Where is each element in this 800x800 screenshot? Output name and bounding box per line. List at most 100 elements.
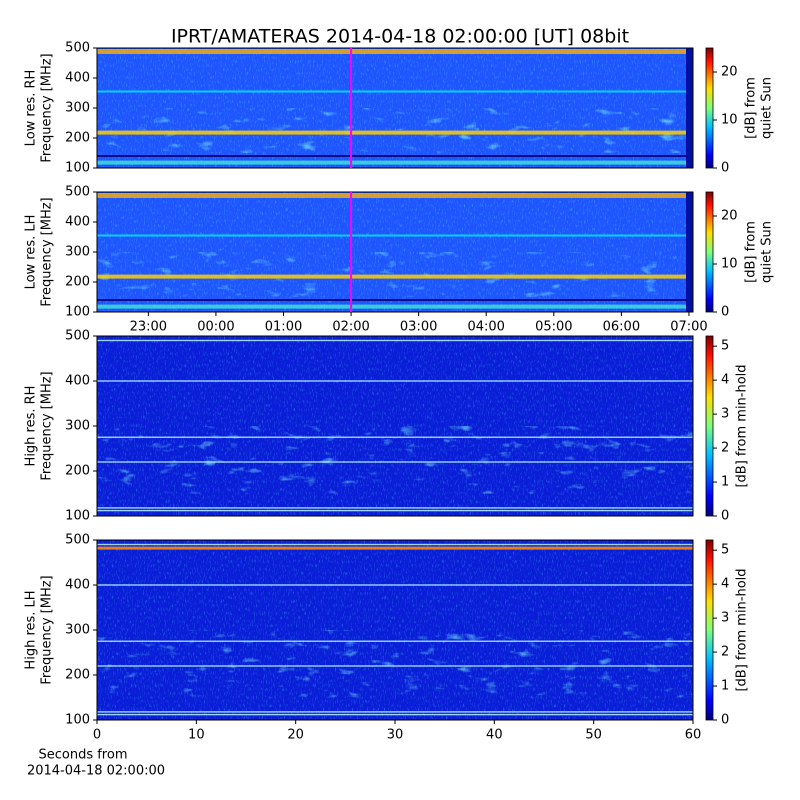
x-tick-label: 23:00 [130,320,167,335]
x-tick-label: 06:00 [603,320,640,335]
band [97,543,693,546]
y-tick-label: 200 [65,464,90,479]
x-tick-label: 05:00 [535,320,572,335]
band [97,299,693,301]
spectrogram-blobs [97,426,693,494]
y-axis-label: Low res. LH [24,215,39,290]
band [97,160,693,165]
y-tick-label: 500 [65,533,90,548]
colorbar-tick-label: 4 [721,373,729,388]
y-tick-label: 300 [65,245,90,260]
colorbar [705,335,714,517]
band [97,546,693,550]
band [97,584,693,586]
band [97,461,693,463]
band [97,90,693,93]
colorbar-tick-label: 0 [721,713,729,728]
edge [686,48,693,168]
band [97,711,693,713]
y-tick-label: 400 [65,578,90,593]
y-tick-label: 500 [65,185,90,200]
spectrogram-blobs [97,108,693,153]
y-tick-label: 500 [65,329,90,344]
colorbar [705,47,714,169]
band [97,234,693,237]
y-tick-label: 100 [65,161,90,176]
y-tick-label: 200 [65,668,90,683]
x-tick-label: 20 [287,728,304,743]
colorbar-tick-label: 5 [721,339,729,354]
band [97,193,693,198]
x-tick-label: 00:00 [197,320,234,335]
band [97,640,693,642]
band [97,436,693,438]
colorbar-tick-label: 1 [721,475,729,490]
colorbar-tick-label: 2 [721,441,729,456]
edge [686,192,693,312]
x-tick-label: 02:00 [332,320,369,335]
chart-title: IPRT/AMATERAS 2014-04-18 02:00:00 [UT] 0… [171,26,629,48]
colorbar-tick-label: 3 [721,611,729,626]
x-tick-label: 30 [387,728,404,743]
colorbar-tick-label: 5 [721,543,729,558]
band [97,380,693,382]
colorbar [705,539,714,721]
x-axis-label: 2014-04-18 02:00:00 [27,764,165,779]
band [97,304,693,309]
colorbar-tick-label: 4 [721,577,729,592]
band [97,507,693,509]
spectrogram-blobs [97,630,693,698]
y-tick-label: 300 [65,419,90,434]
spectrogram-blobs [97,252,693,297]
colorbar-label: quiet Sun [760,77,775,139]
x-tick-label: 10 [188,728,205,743]
band [97,49,693,54]
colorbar-label: [dB] from [744,221,759,283]
colorbar-label: quiet Sun [760,221,775,283]
colorbar-label: [dB] from min-hold [735,364,750,487]
x-tick-label: 40 [486,728,503,743]
band [97,665,693,667]
y-tick-label: 200 [65,275,90,290]
band [97,713,693,716]
y-tick-label: 300 [65,101,90,116]
x-tick-label: 0 [93,728,101,743]
colorbar-tick-label: 2 [721,645,729,660]
x-axis-label: Seconds from [38,748,127,763]
colorbar-tick-label: 0 [721,161,729,176]
y-axis-label: High res. RH [24,386,39,467]
band [97,339,693,342]
y-tick-label: 200 [65,131,90,146]
x-tick-label: 03:00 [400,320,437,335]
y-axis-label: Frequency [MHz] [40,197,55,306]
x-tick-label: 01:00 [265,320,302,335]
x-tick-label: 04:00 [467,320,504,335]
colorbar-tick-label: 10 [721,113,738,128]
band [97,155,693,157]
band [97,274,693,279]
y-axis-label: Frequency [MHz] [40,53,55,162]
y-axis-label: High res. LH [24,590,39,669]
y-tick-label: 100 [65,305,90,320]
colorbar-tick-label: 1 [721,679,729,694]
colorbar-tick-label: 20 [721,65,738,80]
colorbar-tick-label: 10 [721,257,738,272]
x-tick-label: 50 [585,728,602,743]
y-tick-label: 100 [65,713,90,728]
colorbar [705,191,714,313]
y-axis-label: Frequency [MHz] [40,575,55,684]
y-tick-label: 100 [65,509,90,524]
x-tick-label: 07:00 [670,320,707,335]
colorbar-tick-label: 0 [721,305,729,320]
x-tick-label: 60 [685,728,702,743]
colorbar-tick-label: 20 [721,209,738,224]
y-tick-label: 500 [65,41,90,56]
colorbar-tick-label: 3 [721,407,729,422]
y-tick-label: 300 [65,623,90,638]
colorbar-label: [dB] from [744,77,759,139]
y-tick-label: 400 [65,215,90,230]
y-axis-label: Frequency [MHz] [40,371,55,480]
y-tick-label: 400 [65,374,90,389]
band [97,130,693,135]
